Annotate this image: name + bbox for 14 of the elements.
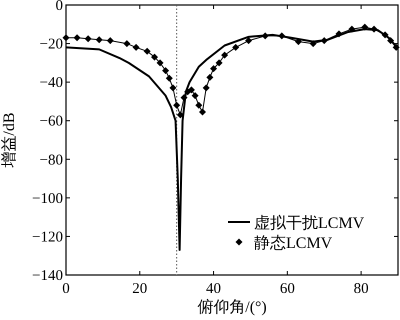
y-tick-label: 0	[56, 0, 63, 14]
x-tick-label: 80	[354, 281, 369, 297]
x-tick-label: 40	[206, 281, 222, 297]
x-tick-label: 20	[132, 281, 148, 297]
y-axis-title: 增益/dB	[0, 112, 18, 169]
y-tick-label: −120	[32, 229, 63, 246]
y-tick-label: −100	[32, 190, 63, 207]
y-tick-label: −60	[40, 114, 63, 130]
y-tick-label: −20	[40, 36, 63, 53]
x-tick-label: 60	[280, 281, 295, 297]
x-axis-title: 俯仰角/(°)	[197, 298, 267, 316]
y-tick-label: −140	[32, 268, 63, 284]
y-tick-label: −40	[40, 75, 63, 92]
y-tick-label: −80	[40, 152, 63, 168]
